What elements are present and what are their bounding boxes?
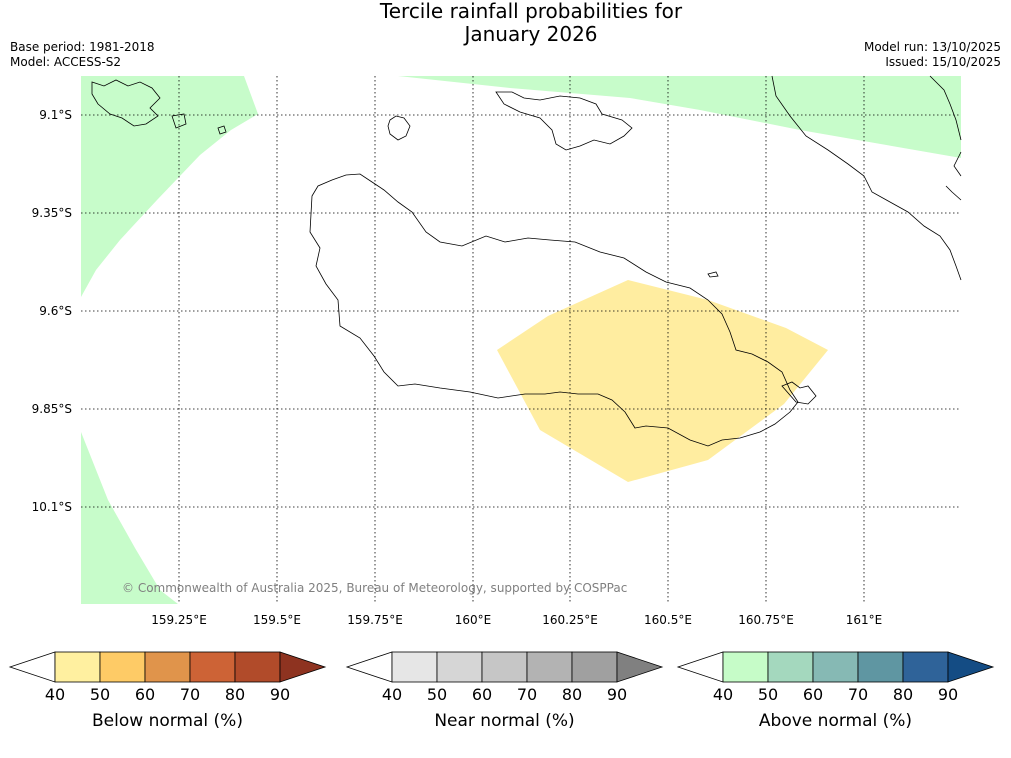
- colorbar-tick-label: 50: [90, 685, 110, 704]
- lon-label: 159.5°E: [253, 613, 301, 627]
- above-normal-region-northeast: [398, 76, 961, 158]
- colorbar-segment: [812, 651, 859, 683]
- meta-right: Model run: 13/10/2025 Issued: 15/10/2025: [864, 40, 1001, 70]
- map-title: Tercile rainfall probabilities for Janua…: [0, 0, 1011, 46]
- colorbar-segment: [526, 651, 573, 683]
- colorbar-segment: [54, 651, 101, 683]
- colorbar-tick-label: 60: [803, 685, 823, 704]
- colorbar-segment: [144, 651, 191, 683]
- copyright-notice: © Commonwealth of Australia 2025, Bureau…: [122, 581, 627, 595]
- model-name: Model: ACCESS-S2: [10, 55, 122, 69]
- above-normal-region-west: [81, 76, 258, 297]
- lat-label: 9.85°S: [32, 402, 72, 416]
- lat-label: 9.35°S: [32, 206, 72, 220]
- coastline-guadalcanal: [309, 173, 799, 447]
- colorbar-extend-high: [947, 651, 995, 683]
- colorbars: 40 50 60 70 80 90 Below normal (%) 40 50 60 70 80 90…: [8, 651, 995, 731]
- lon-label: 160.75°E: [738, 613, 794, 627]
- colorbar-tick-label: 80: [225, 685, 245, 704]
- colorbar-tick-label: 40: [45, 685, 65, 704]
- colorbar-tick-label: 50: [427, 685, 447, 704]
- colorbar-extend-high: [279, 651, 327, 683]
- colorbar-segment: [391, 651, 438, 683]
- coastline-savo-island: [387, 115, 411, 141]
- colorbar-label: Near normal (%): [434, 711, 574, 731]
- colorbar-extend-low: [676, 651, 724, 683]
- colorbar-segment: [857, 651, 904, 683]
- issued-date: Issued: 15/10/2025: [885, 55, 1001, 69]
- coastline-russell-islands: [91, 79, 227, 135]
- colorbar-tick-label: 80: [893, 685, 913, 704]
- colorbar-label: Above normal (%): [759, 711, 912, 731]
- coastline-florida-islands: [495, 91, 633, 151]
- colorbar-tick-label: 60: [472, 685, 492, 704]
- colorbar-tick-label: 60: [135, 685, 155, 704]
- colorbar-extend-low: [345, 651, 393, 683]
- coastline-malaita-north: [929, 75, 962, 201]
- colorbar-extend-high: [616, 651, 664, 683]
- lon-label: 159.25°E: [151, 613, 207, 627]
- colorbar-tick-label: 40: [713, 685, 733, 704]
- coastline-marau-islets: [707, 271, 817, 405]
- colorbar-tick-label: 90: [607, 685, 627, 704]
- colorbar-segment: [481, 651, 528, 683]
- colorbar-segment: [722, 651, 769, 683]
- lon-label: 161°E: [846, 613, 883, 627]
- colorbar-tick-label: 50: [758, 685, 778, 704]
- colorbar-segment: [571, 651, 618, 683]
- graticule: [81, 76, 961, 604]
- colorbar-segment: [99, 651, 146, 683]
- coastline-malaita: [771, 75, 962, 281]
- title-line-2: January 2026: [464, 22, 598, 46]
- lon-label: 160°E: [455, 613, 492, 627]
- colorbar-segment: [767, 651, 814, 683]
- title-line-1: Tercile rainfall probabilities for: [379, 0, 683, 23]
- meta-left: Base period: 1981-2018 Model: ACCESS-S2: [10, 40, 155, 70]
- colorbar-tick-label: 70: [517, 685, 537, 704]
- lon-label: 159.75°E: [347, 613, 403, 627]
- above-normal-region-southwest: [81, 432, 178, 604]
- lat-label: 9.1°S: [39, 108, 72, 122]
- colorbar-tick-label: 70: [180, 685, 200, 704]
- colorbar-segment: [234, 651, 281, 683]
- lat-label: 10.1°S: [32, 500, 72, 514]
- colorbar-tick-label: 90: [938, 685, 958, 704]
- colorbar-tick-label: 80: [562, 685, 582, 704]
- lon-label: 160.5°E: [644, 613, 692, 627]
- colorbar-tick-label: 70: [848, 685, 868, 704]
- colorbar-segment: [189, 651, 236, 683]
- lon-label: 160.25°E: [542, 613, 598, 627]
- colorbar-tick-label: 40: [382, 685, 402, 704]
- colorbar-tick-label: 90: [270, 685, 290, 704]
- below-normal-region: [497, 280, 828, 482]
- colorbar-label: Below normal (%): [92, 711, 243, 731]
- model-run: Model run: 13/10/2025: [863, 40, 1001, 54]
- colorbar-segment: [902, 651, 949, 683]
- lat-label: 9.6°S: [39, 304, 72, 318]
- base-period: Base period: 1981-2018: [10, 40, 155, 54]
- colorbar-segment: [436, 651, 483, 683]
- colorbar-extend-low: [8, 651, 56, 683]
